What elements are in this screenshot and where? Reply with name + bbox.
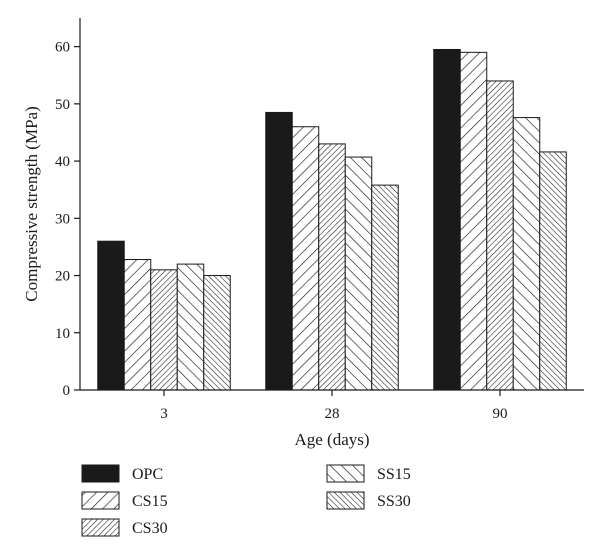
bar-cs30-28 (318, 143, 346, 391)
bar-series-group (97, 48, 567, 391)
bar-opc-28 (265, 111, 293, 391)
bar-cs15-28 (291, 126, 320, 391)
x-axis-ticks: 3 28 90 (160, 390, 508, 422)
bar-cs30-3 (150, 269, 178, 391)
legend-label: SS30 (377, 493, 411, 510)
legend: OPC CS15 CS30 SS15 SS30 (81, 464, 411, 537)
legend-swatch (81, 491, 120, 510)
bar-ss30-3 (203, 275, 231, 391)
legend-label: CS15 (132, 493, 168, 510)
y-axis-ticks: 0 10 20 30 40 50 60 (55, 40, 80, 399)
bar-ss30-28 (371, 184, 399, 391)
legend-item-opc: OPC (81, 464, 163, 483)
legend-swatch (81, 518, 120, 537)
legend-item-cs15: CS15 (81, 491, 168, 510)
bar-cs30-90 (486, 80, 514, 391)
x-axis-title: Age (days) (294, 430, 369, 449)
x-tick-label: 3 (160, 406, 168, 422)
y-tick-label: 0 (63, 383, 71, 399)
y-tick-label: 50 (55, 97, 70, 113)
bar-ss30-90 (539, 151, 567, 391)
bar-ss15-90 (512, 117, 541, 391)
x-tick-label: 90 (493, 406, 508, 422)
legend-swatch (326, 491, 365, 510)
bar-cs15-90 (459, 51, 488, 391)
x-tick-label: 28 (325, 406, 340, 422)
y-tick-label: 60 (55, 40, 70, 56)
plot-area: 0 10 20 30 40 50 60 3 28 90 (55, 18, 584, 422)
legend-item-ss15: SS15 (326, 464, 411, 483)
legend-label: CS30 (132, 520, 168, 537)
y-tick-label: 30 (55, 211, 70, 227)
y-tick-label: 20 (55, 269, 70, 285)
legend-swatch (326, 464, 365, 483)
bar-opc-90 (433, 48, 461, 391)
y-tick-label: 40 (55, 154, 70, 170)
legend-label: OPC (132, 466, 163, 483)
legend-swatch (81, 464, 120, 483)
legend-item-ss30: SS30 (326, 491, 411, 510)
bar-cs15-3 (123, 259, 152, 391)
bar-ss15-28 (344, 156, 373, 391)
y-tick-label: 10 (55, 326, 70, 342)
legend-label: SS15 (377, 466, 411, 483)
bar-opc-3 (97, 240, 125, 391)
bar-ss15-3 (176, 263, 205, 391)
legend-item-cs30: CS30 (81, 518, 168, 537)
y-axis-title: Compressive strength (MPa) (22, 106, 41, 301)
